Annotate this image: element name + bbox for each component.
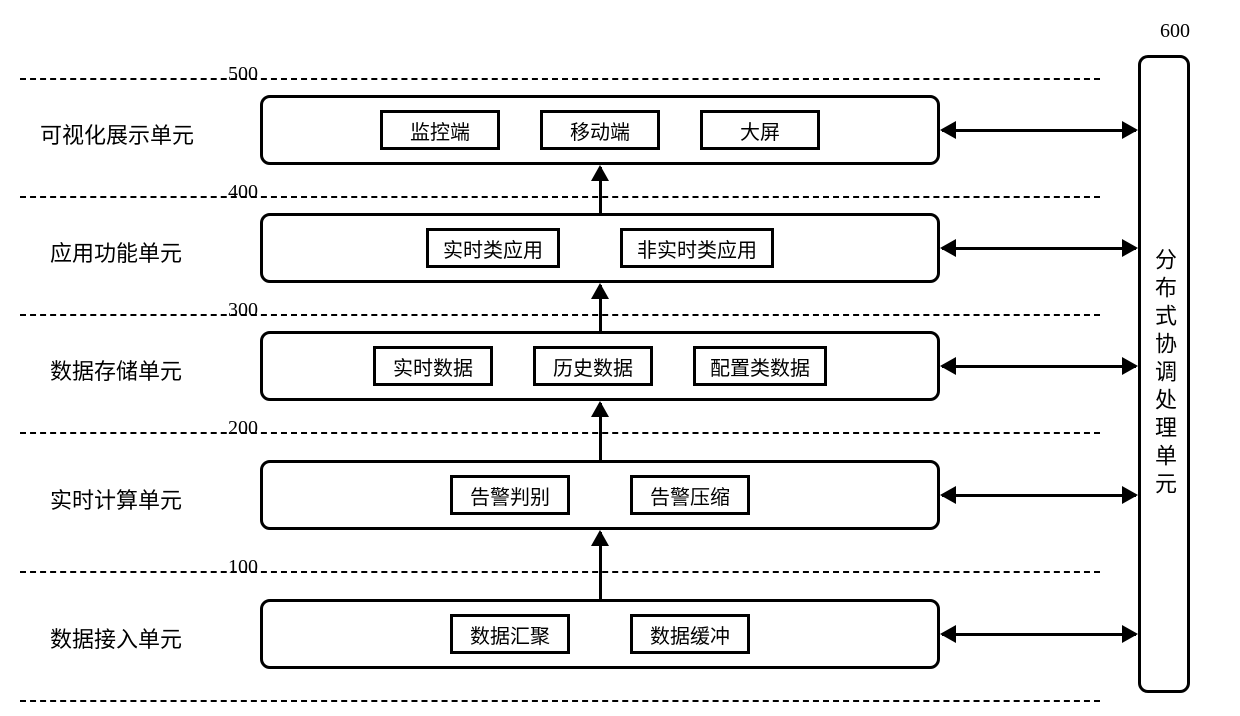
arrow-up xyxy=(599,285,602,331)
item-alert-judge: 告警判别 xyxy=(450,475,570,515)
arrow-both xyxy=(942,247,1136,250)
box-visualization-unit: 监控端 移动端 大屏 xyxy=(260,95,940,165)
dashed-line xyxy=(20,196,1100,198)
box-application-unit: 实时类应用 非实时类应用 xyxy=(260,213,940,283)
item-data-buffer: 数据缓冲 xyxy=(630,614,750,654)
box-access-unit: 数据汇聚 数据缓冲 xyxy=(260,599,940,669)
dashed-line xyxy=(20,700,1100,702)
arrow-up xyxy=(599,403,602,460)
item-big-screen: 大屏 xyxy=(700,110,820,150)
ref-500: 500 xyxy=(228,63,258,86)
ref-100: 100 xyxy=(228,556,258,579)
diagram-canvas: 500 可视化展示单元 监控端 移动端 大屏 400 应用功能单元 实时类应用 … xyxy=(0,0,1240,716)
box-compute-unit: 告警判别 告警压缩 xyxy=(260,460,940,530)
arrow-both xyxy=(942,365,1136,368)
label-application-unit: 应用功能单元 xyxy=(50,236,182,268)
item-history-data: 历史数据 xyxy=(533,346,653,386)
ref-300: 300 xyxy=(228,299,258,322)
dashed-line xyxy=(20,432,1100,434)
arrow-up xyxy=(599,167,602,213)
ref-400: 400 xyxy=(228,181,258,204)
label-compute-unit: 实时计算单元 xyxy=(50,483,182,515)
item-monitor: 监控端 xyxy=(380,110,500,150)
dashed-line xyxy=(20,571,1100,573)
arrow-both xyxy=(942,633,1136,636)
ref-600: 600 xyxy=(1160,20,1190,43)
box-distributed-unit: 分布式协调处理单元 xyxy=(1138,55,1190,693)
item-alert-compress: 告警压缩 xyxy=(630,475,750,515)
item-data-aggregate: 数据汇聚 xyxy=(450,614,570,654)
arrow-both xyxy=(942,129,1136,132)
item-config-data: 配置类数据 xyxy=(693,346,827,386)
dashed-line xyxy=(20,78,1100,80)
box-storage-unit: 实时数据 历史数据 配置类数据 xyxy=(260,331,940,401)
item-realtime-data: 实时数据 xyxy=(373,346,493,386)
item-realtime-app: 实时类应用 xyxy=(426,228,560,268)
arrow-both xyxy=(942,494,1136,497)
ref-200: 200 xyxy=(228,417,258,440)
label-distributed-unit: 分布式协调处理单元 xyxy=(1148,248,1180,500)
label-visualization-unit: 可视化展示单元 xyxy=(40,118,194,150)
arrow-up xyxy=(599,532,602,599)
dashed-line xyxy=(20,314,1100,316)
label-storage-unit: 数据存储单元 xyxy=(50,354,182,386)
item-nonrealtime-app: 非实时类应用 xyxy=(620,228,774,268)
label-access-unit: 数据接入单元 xyxy=(50,622,182,654)
item-mobile: 移动端 xyxy=(540,110,660,150)
